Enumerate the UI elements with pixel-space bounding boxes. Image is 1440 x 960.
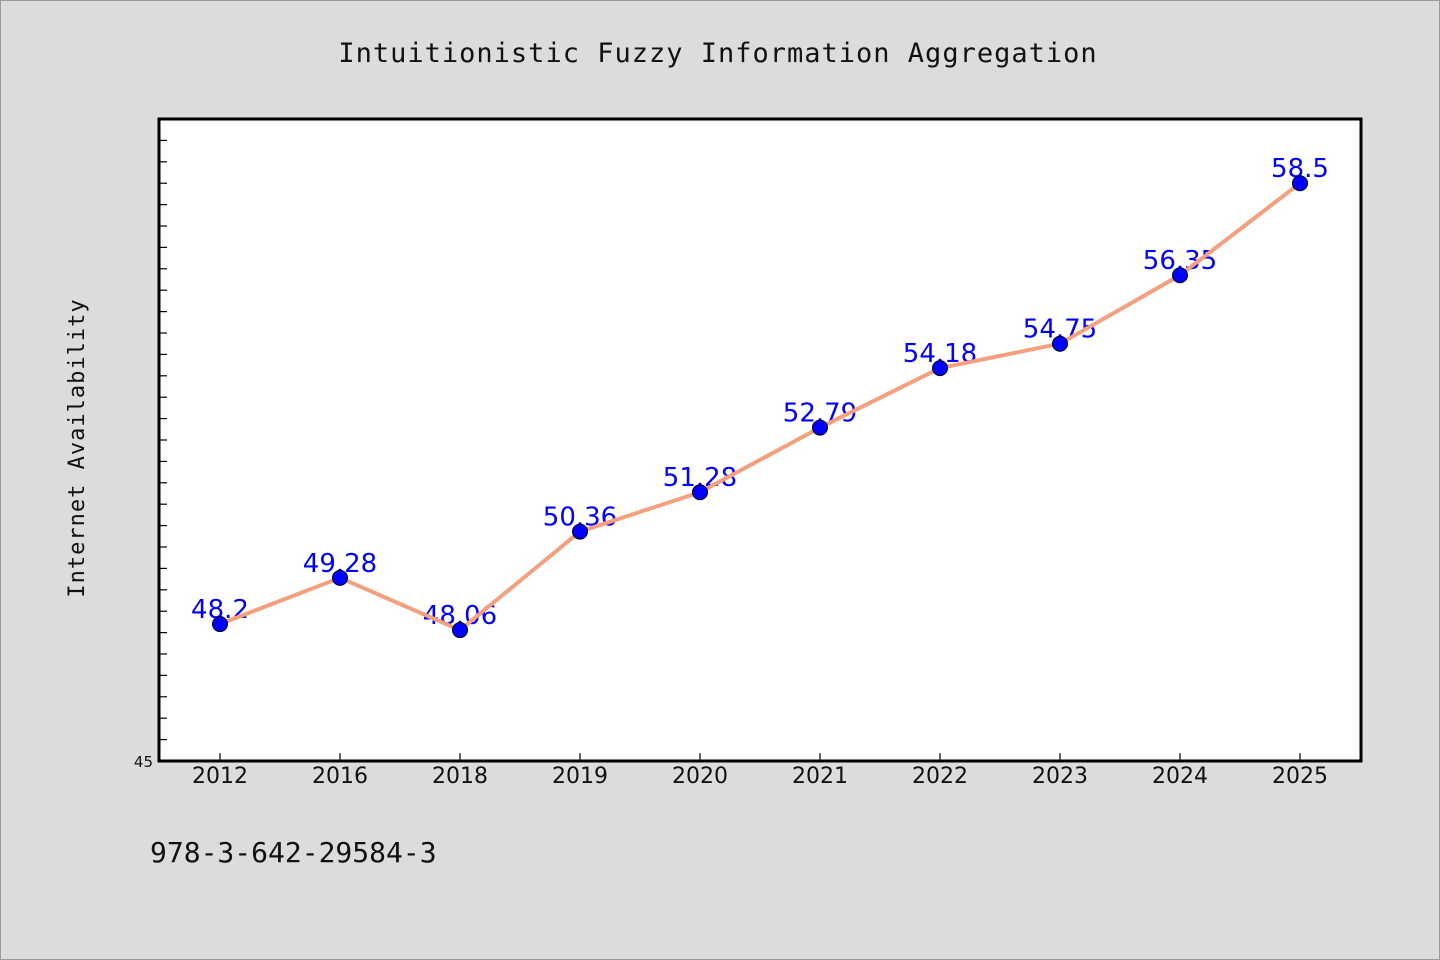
x-tick-label: 2020: [672, 764, 728, 789]
x-tick-label: 2025: [1272, 764, 1328, 789]
series-line: [219, 181, 1302, 633]
data-point: [1052, 335, 1068, 352]
x-tick-label: 2019: [552, 764, 608, 789]
data-point: [1172, 267, 1188, 284]
data-point: [812, 419, 828, 436]
data-point: [692, 484, 708, 501]
x-axis-ticks: 2012 2016 2018 2019 2020 2021 2022 2023 2024 2025: [192, 753, 1328, 789]
data-point: [332, 569, 348, 586]
data-point: [452, 622, 468, 639]
y-axis-ticks: 45: [134, 139, 167, 771]
x-tick-label: 2023: [1032, 764, 1088, 789]
y-tick-label: 45: [134, 753, 153, 771]
data-point: [212, 616, 228, 633]
x-tick-label: 2016: [312, 764, 368, 789]
x-tick-label: 2021: [792, 764, 848, 789]
x-tick-label: 2012: [192, 764, 248, 789]
chart-title: Intuitionistic Fuzzy Information Aggrega…: [338, 38, 1097, 69]
series-line-group: [212, 175, 1308, 639]
y-axis-label: Internet Availability: [65, 298, 90, 597]
x-tick-label: 2024: [1152, 764, 1208, 789]
plot-area: [157, 117, 1363, 763]
x-tick-label: 2022: [912, 764, 968, 789]
x-tick-label: 2018: [432, 764, 488, 789]
data-point: [932, 360, 948, 377]
data-point: [1292, 175, 1308, 192]
footer-isbn: 978-3-642-29584-3: [150, 836, 437, 869]
data-point: [572, 523, 588, 540]
data-labels-group: 48.249.2848.0650.3651.2852.7954.1854.755…: [191, 154, 1329, 631]
